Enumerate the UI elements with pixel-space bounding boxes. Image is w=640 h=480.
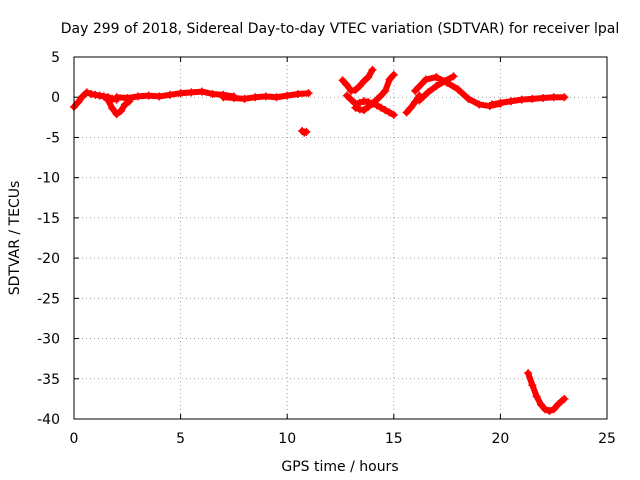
y-tick-label: -25	[37, 291, 60, 307]
series-sat-c	[112, 87, 238, 103]
series-sat-e	[298, 127, 311, 137]
x-axis-label: GPS time / hours	[281, 459, 398, 475]
plot-frame	[73, 56, 608, 420]
x-tick-label: 5	[176, 431, 185, 447]
data-point	[302, 127, 311, 136]
x-tick-label: 15	[385, 431, 403, 447]
x-tick-label: 0	[70, 431, 79, 447]
y-tick-label: -10	[37, 171, 60, 187]
x-tick-label: 10	[278, 431, 296, 447]
data-point	[389, 70, 398, 79]
series-sat-f	[338, 65, 377, 95]
series-sat-k	[415, 72, 458, 105]
x-tick-label: 25	[598, 431, 616, 447]
data-point	[389, 110, 398, 119]
y-tick-label: -20	[37, 251, 60, 267]
x-tick-label: 20	[491, 431, 509, 447]
y-tick-label: 5	[51, 50, 60, 66]
chart-title: Day 299 of 2018, Sidereal Day-to-day VTE…	[61, 21, 619, 37]
y-tick-label: 0	[51, 90, 60, 106]
series-sat-m	[524, 369, 569, 415]
series-sat-l	[487, 93, 569, 109]
y-axis-label: SDTVAR / TECUs	[7, 181, 23, 296]
data-point	[449, 72, 458, 81]
y-tick-label: -30	[37, 332, 60, 348]
data-point	[560, 394, 569, 403]
data-point	[304, 89, 313, 98]
series-sat-h	[351, 99, 398, 119]
series-trace	[441, 73, 457, 85]
series-sat-d	[219, 89, 313, 103]
data-point	[560, 93, 569, 102]
y-tick-label: -40	[37, 412, 60, 428]
y-tick-label: -35	[37, 372, 60, 388]
y-tick-label: -5	[46, 130, 60, 146]
data-point	[368, 65, 377, 74]
series-sat-b	[104, 96, 134, 119]
axis-ticks: 5 0 -5 -10 -15 -20 -25 -30 -35 -40 0 5 10 15 20 25	[37, 50, 616, 447]
y-tick-label: -15	[37, 211, 60, 227]
data-series	[70, 65, 569, 415]
